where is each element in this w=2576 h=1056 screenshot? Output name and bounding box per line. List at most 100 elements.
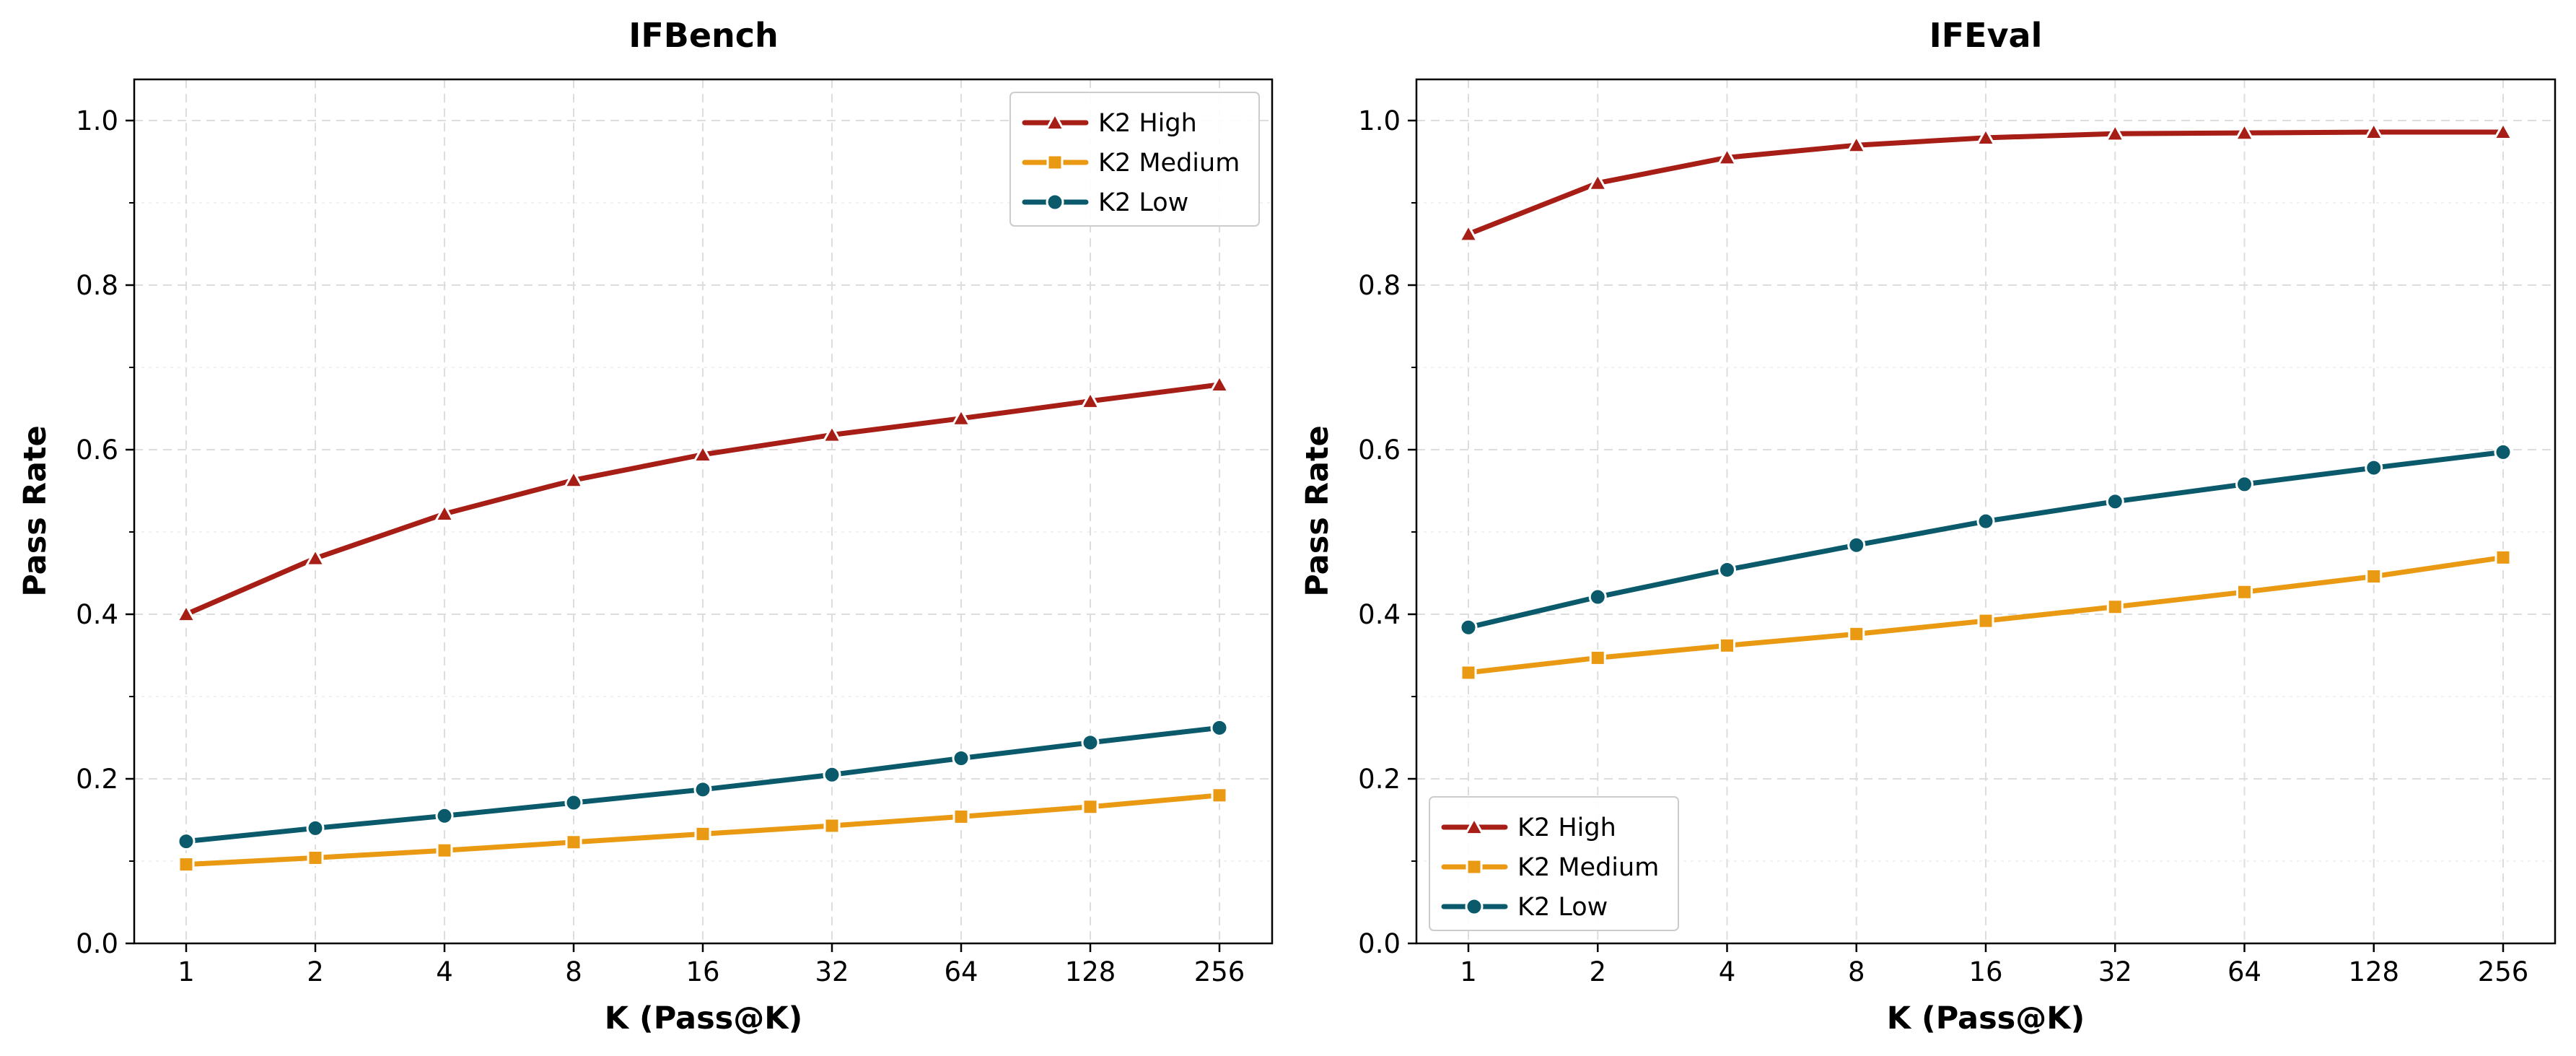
data-point [2492, 121, 2514, 141]
data-point [823, 765, 841, 784]
x-tick-label: 8 [565, 956, 582, 987]
data-point [2233, 122, 2256, 141]
x-tick-label: 128 [2348, 956, 2399, 987]
chart-ifeval: IFEval 0.0 0.2 0.4 0.6 0.8 1.0 1 2 4 8 16 32 64 128 25… [1300, 16, 2557, 1037]
y-tick-label: 0.0 [1358, 928, 1401, 959]
data-point [1081, 733, 1100, 752]
data-point [1460, 664, 1477, 681]
x-tick-label: 32 [815, 956, 849, 987]
legend-label: K2 High [1517, 813, 1616, 842]
y-axis-label: Pass Rate [1300, 425, 1336, 596]
data-point [2235, 475, 2253, 494]
x-axis-label: K (Pass@K) [605, 1000, 802, 1037]
legend-item: K2 Medium [1022, 149, 1240, 178]
y-tick-label: 0.2 [1358, 764, 1401, 795]
data-point [1211, 787, 1228, 804]
x-tick-label: 256 [1194, 956, 1245, 987]
axes: 0.0 0.2 0.4 0.6 0.8 1.0 1 2 4 8 16 32 64 128 256 [1358, 105, 2528, 987]
legend: K2 High K2 Medium K2 Low [1009, 92, 1260, 227]
data-point [565, 834, 582, 851]
x-tick-label: 4 [1719, 956, 1736, 987]
data-point [305, 547, 326, 567]
data-point [1589, 649, 1606, 666]
data-point [1209, 373, 1230, 393]
data-point [177, 832, 196, 851]
x-tick-label: 8 [1848, 956, 1865, 987]
y-tick-label: 0.2 [76, 764, 118, 795]
legend-label: K2 Medium [1098, 149, 1240, 178]
legend-label: K2 High [1098, 109, 1197, 138]
data-point [1975, 126, 1997, 147]
x-axis-label: K (Pass@K) [1887, 1000, 2085, 1037]
x-tick-label: 16 [1968, 956, 2002, 987]
chart-ifbench: IFBench 0.0 0.2 0.4 0.6 0.8 1.0 1 2 4 8 16 32 64 128 2… [17, 16, 1274, 1037]
legend-swatch-marker [1044, 111, 1066, 131]
data-point [434, 502, 455, 523]
data-point [1082, 798, 1099, 816]
data-point [693, 780, 712, 799]
data-point [1847, 536, 1866, 554]
series-k2-low [177, 718, 1229, 851]
legend-swatch-marker [1046, 154, 1064, 171]
legend-item: K2 Low [1441, 893, 1608, 922]
data-point [2365, 458, 2383, 477]
y-axis-label: Pass Rate [17, 425, 53, 596]
data-point [2106, 598, 2124, 616]
data-point [178, 856, 195, 873]
y-tick-label: 0.6 [76, 435, 118, 466]
x-tick-label: 2 [1589, 956, 1606, 987]
series-group [1458, 121, 2514, 681]
legend-item: K2 Medium [1441, 853, 1659, 882]
x-tick-label: 1 [178, 956, 195, 987]
series-k2-high [1458, 121, 2514, 243]
data-point [1977, 612, 1994, 629]
series-k2-low [1459, 442, 2513, 637]
series-k2-medium [1460, 549, 2512, 681]
data-point [2363, 121, 2385, 141]
data-point [952, 749, 971, 767]
data-point [1587, 172, 1608, 191]
data-point [1458, 223, 1479, 243]
x-tick-label: 4 [436, 956, 453, 987]
series-k2-medium [178, 787, 1228, 873]
y-tick-label: 0.8 [76, 270, 118, 301]
data-point [564, 793, 583, 812]
data-point [821, 424, 843, 443]
x-tick-label: 16 [685, 956, 719, 987]
x-tick-label: 256 [2478, 956, 2529, 987]
x-tick-label: 128 [1065, 956, 1116, 987]
data-point [1718, 560, 1736, 579]
y-tick-label: 0.4 [1358, 599, 1401, 630]
x-tick-label: 64 [2227, 956, 2261, 987]
data-point [563, 469, 584, 489]
data-point [306, 819, 325, 837]
data-point [1846, 134, 1867, 154]
data-point [1719, 637, 1735, 654]
legend-box [1429, 796, 1679, 931]
data-point [2494, 442, 2513, 461]
data-point [2494, 549, 2512, 566]
y-tick-label: 1.0 [76, 105, 118, 136]
data-point [2365, 568, 2383, 585]
y-tick-label: 0.0 [76, 928, 118, 959]
legend-swatch-marker [1046, 193, 1064, 211]
x-tick-label: 1 [1460, 956, 1477, 987]
data-point [307, 849, 324, 866]
axes: 0.0 0.2 0.4 0.6 0.8 1.0 1 2 4 8 16 32 64 128 256 [76, 105, 1245, 987]
legend-item: K2 High [1441, 813, 1616, 842]
legend-label: K2 Medium [1517, 853, 1659, 882]
x-tick-label: 32 [2098, 956, 2132, 987]
data-point [1459, 618, 1478, 637]
data-point [2236, 583, 2253, 601]
legend-item: K2 High [1022, 109, 1197, 138]
legend-label: K2 Low [1098, 188, 1188, 217]
data-point [1716, 147, 1738, 166]
legend: K2 High K2 Medium K2 Low [1429, 796, 1679, 931]
legend-swatch-marker [1463, 816, 1485, 836]
legend-label: K2 Low [1517, 893, 1608, 922]
data-point [1976, 512, 1995, 531]
data-point [2104, 123, 2126, 142]
series-k2-high [175, 373, 1230, 623]
legend-swatch-marker [1465, 897, 1484, 916]
